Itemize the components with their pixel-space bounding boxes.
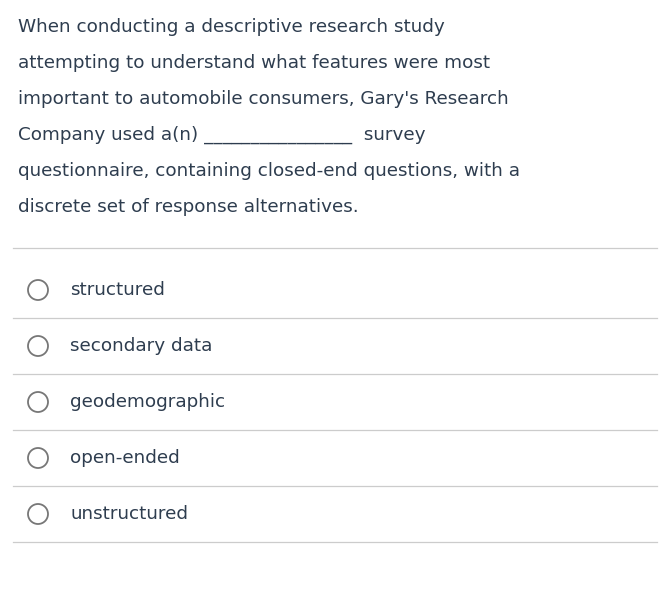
Text: structured: structured [70, 281, 165, 299]
Text: questionnaire, containing closed-end questions, with a: questionnaire, containing closed-end que… [18, 162, 520, 180]
Text: open-ended: open-ended [70, 449, 180, 467]
Text: discrete set of response alternatives.: discrete set of response alternatives. [18, 198, 358, 216]
Text: important to automobile consumers, Gary's Research: important to automobile consumers, Gary'… [18, 90, 509, 108]
Text: secondary data: secondary data [70, 337, 212, 355]
Text: unstructured: unstructured [70, 505, 188, 523]
Text: geodemographic: geodemographic [70, 393, 225, 411]
Text: attempting to understand what features were most: attempting to understand what features w… [18, 54, 490, 72]
Text: Company used a(n) ________________  survey: Company used a(n) ________________ surve… [18, 126, 425, 144]
Text: When conducting a descriptive research study: When conducting a descriptive research s… [18, 18, 445, 36]
